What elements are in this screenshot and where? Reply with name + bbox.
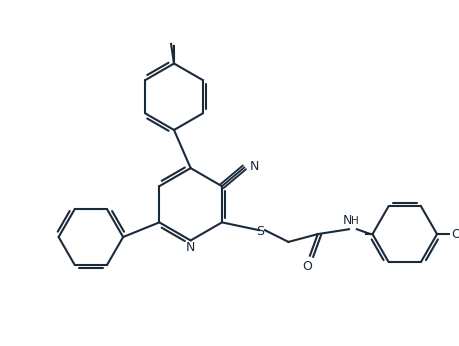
Text: S: S (256, 225, 263, 238)
Text: N: N (185, 242, 195, 254)
Text: O: O (302, 261, 311, 273)
Text: N: N (249, 160, 258, 173)
Text: O: O (451, 228, 459, 240)
Text: N: N (341, 214, 351, 227)
Text: CH₃: CH₃ (173, 43, 175, 44)
Text: H: H (350, 216, 358, 226)
